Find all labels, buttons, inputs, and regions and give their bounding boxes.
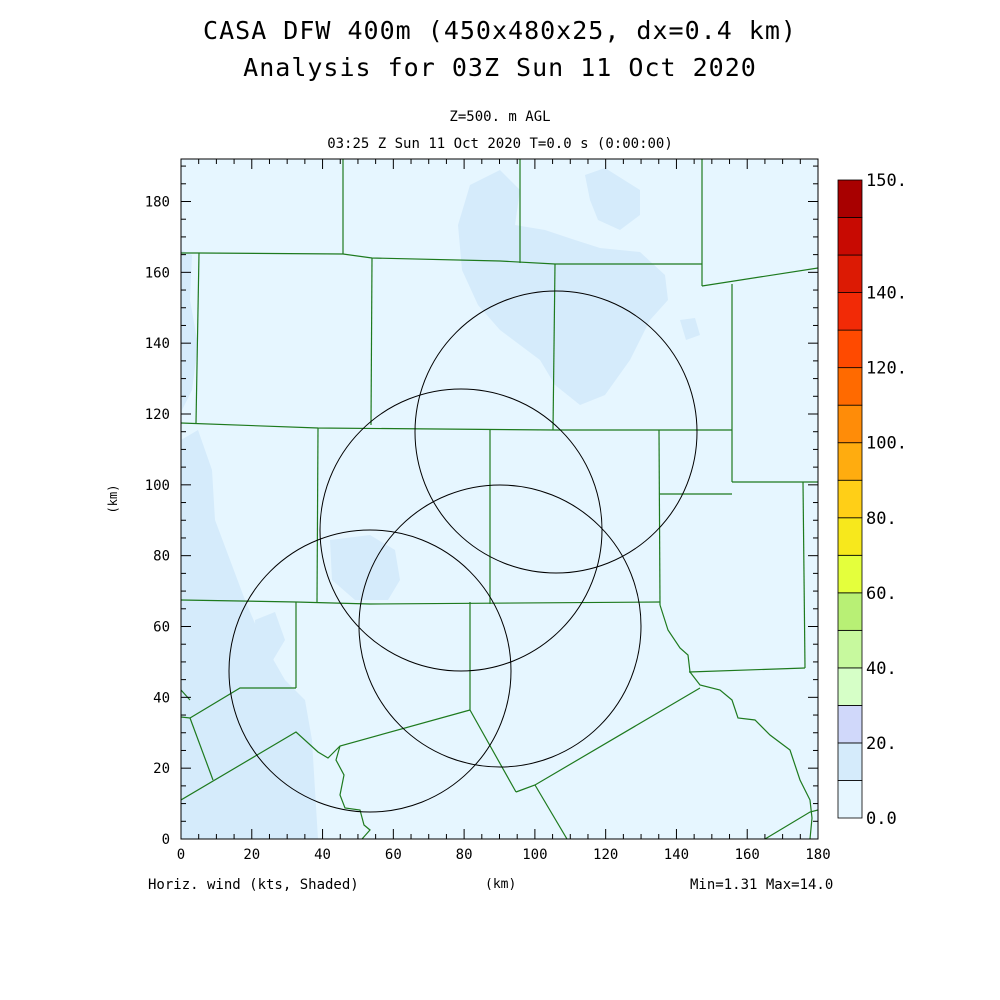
county-boundaries [181, 159, 818, 839]
colorbar [837, 179, 863, 819]
x-tick-label: 40 [314, 847, 331, 863]
y-tick-label: 60 [153, 620, 170, 636]
colorbar-label: 80. [866, 509, 897, 529]
x-tick-label: 140 [664, 847, 689, 863]
colorbar-label: 0.0 [866, 809, 897, 829]
colorbar-swatch [837, 329, 863, 369]
x-tick-label: 180 [805, 847, 830, 863]
colorbar-label: 60. [866, 584, 897, 604]
y-tick-label: 20 [153, 761, 170, 777]
radar-ring-1 [414, 290, 698, 574]
y-tick-label: 180 [145, 195, 170, 211]
colorbar-label: 120. [866, 359, 907, 379]
axis-ticks [180, 159, 819, 840]
colorbar-swatch [837, 217, 863, 256]
colorbar-swatch [837, 442, 863, 481]
colorbar-swatch [837, 517, 863, 556]
y-tick-label: 160 [145, 265, 170, 281]
colorbar-swatch [837, 629, 863, 669]
wind-field-shading [181, 168, 700, 839]
colorbar-label: 100. [866, 434, 907, 454]
y-tick-label: 80 [153, 549, 170, 565]
radar-ring-4 [228, 529, 512, 813]
colorbar-labels: 0.0 20. 40. 60. 80. 100. 120. 140. 150. [866, 171, 907, 829]
colorbar-label: 20. [866, 734, 897, 754]
colorbar-label: 40. [866, 659, 897, 679]
level-label: Z=500. m AGL [449, 109, 551, 125]
colorbar-swatch [837, 667, 863, 706]
colorbar-swatch [837, 404, 863, 444]
radar-ring-3 [358, 484, 642, 768]
colorbar-label: 140. [866, 284, 907, 304]
y-axis-label: (km) [106, 485, 120, 514]
colorbar-swatch [837, 780, 863, 819]
x-tick-label: 60 [385, 847, 402, 863]
colorbar-swatch [837, 292, 863, 331]
y-tick-label: 120 [145, 407, 170, 423]
x-tick-labels: 0 20 40 60 80 100 120 140 160 180 [177, 847, 831, 863]
x-tick-label: 160 [735, 847, 760, 863]
y-tick-label: 40 [153, 690, 170, 706]
colorbar-swatch [837, 179, 863, 218]
x-tick-label: 20 [243, 847, 260, 863]
x-tick-label: 80 [456, 847, 473, 863]
x-tick-label: 120 [593, 847, 618, 863]
colorbar-swatch [837, 254, 863, 293]
y-tick-label: 140 [145, 336, 170, 352]
y-tick-label: 100 [145, 478, 170, 494]
field-label: Horiz. wind (kts, Shaded) [148, 877, 359, 893]
x-tick-label: 0 [177, 847, 185, 863]
radar-rings [228, 290, 698, 813]
colorbar-swatch [837, 742, 863, 781]
time-label: 03:25 Z Sun 11 Oct 2020 T=0.0 s (0:00:00… [327, 136, 673, 152]
colorbar-swatch [837, 367, 863, 406]
min-max-label: Min=1.31 Max=14.0 [690, 877, 834, 893]
colorbar-swatch [837, 592, 863, 631]
colorbar-swatch [837, 705, 863, 744]
colorbar-label: 150. [866, 171, 907, 191]
plot-subtitle: Analysis for 03Z Sun 11 Oct 2020 [243, 53, 757, 82]
colorbar-swatch [837, 554, 863, 594]
y-tick-label: 0 [162, 832, 170, 848]
plot-title: CASA DFW 400m (450x480x25, dx=0.4 km) [203, 16, 797, 45]
x-tick-label: 100 [522, 847, 547, 863]
colorbar-swatch [837, 479, 863, 519]
x-axis-label: (km) [485, 877, 517, 892]
radar-ring-2 [319, 388, 603, 672]
y-tick-labels: 0 20 40 60 80 100 120 140 160 180 [145, 195, 170, 849]
